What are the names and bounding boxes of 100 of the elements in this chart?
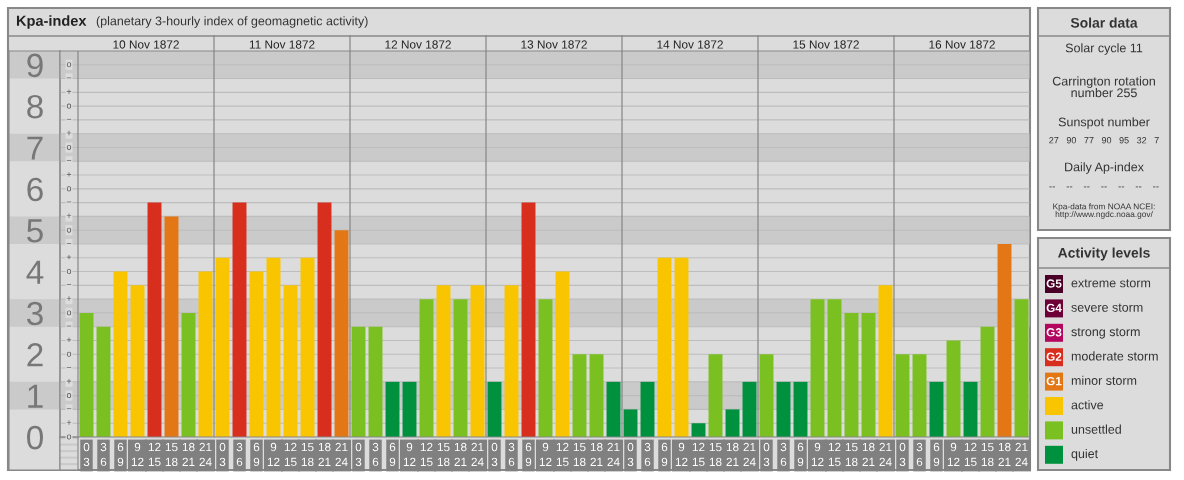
text: Solar cycle 11 xyxy=(1065,43,1143,55)
x-tick-label: 3 6 xyxy=(236,442,243,467)
x-tick-label: 3 6 xyxy=(916,442,923,467)
x-tick-label: 12 15 xyxy=(284,442,297,467)
annotation: + xyxy=(66,378,72,384)
annotation: − xyxy=(66,243,72,244)
text: Daily Ap-index xyxy=(1065,162,1144,174)
x-tick-label: 15 18 xyxy=(709,442,722,467)
text: 13 Nov 1872 xyxy=(521,40,587,49)
x-tick-label: 6 9 xyxy=(117,442,124,467)
annotation: o xyxy=(66,269,72,274)
text: 14 Nov 1872 xyxy=(657,40,723,49)
text: -- -- -- -- -- -- -- xyxy=(1049,186,1159,188)
x-tick-label: 9 12 xyxy=(403,442,416,466)
annotation: − xyxy=(66,201,72,203)
annotation: o xyxy=(66,351,72,357)
x-tick-label: 12 15 xyxy=(828,442,841,467)
x-tick-label: 9 12 xyxy=(131,442,144,466)
x-tick-label: 0 3 xyxy=(83,442,90,467)
legend-label: severe storm xyxy=(1071,303,1143,312)
x-tick-label: 18 21 xyxy=(318,442,331,466)
x-tick-label: 0 3 xyxy=(219,442,226,467)
annotation: − xyxy=(66,118,72,120)
legend-label: moderate storm xyxy=(1071,351,1158,361)
text: Sunspot number xyxy=(1058,117,1150,129)
x-tick-label: 0 3 xyxy=(899,442,906,467)
y-tick-label: 6 xyxy=(27,177,43,202)
y-tick-label: 4 xyxy=(26,260,44,284)
legend-label: extreme storm xyxy=(1071,279,1151,288)
text: Carrington rotation number 255 xyxy=(1052,76,1155,98)
chart-title: Kpa-index xyxy=(16,15,87,29)
x-tick-label: 3 6 xyxy=(780,442,787,467)
x-tick-label: 15 18 xyxy=(165,442,178,467)
text: 15 Nov 1872 xyxy=(793,40,859,49)
annotation: − xyxy=(66,325,72,327)
x-tick-label: 0 3 xyxy=(491,442,498,467)
x-tick-label: 15 18 xyxy=(437,442,450,467)
chart-subtitle: (planetary 3-hourly index of geomagnetic activity) xyxy=(96,16,368,28)
text: Kpa-data from NOAA NCEI: http://www.ngdc.noaa.gov/ xyxy=(1053,203,1155,219)
x-tick-label: 12 15 xyxy=(420,442,433,467)
y-tick-label: 3 xyxy=(27,301,43,326)
x-tick-label: 0 3 xyxy=(355,442,362,467)
x-tick-label: 12 15 xyxy=(556,442,569,467)
y-tick-label: 1 xyxy=(28,384,43,408)
y-tick-label: 0 xyxy=(27,425,43,450)
x-tick-label: 15 18 xyxy=(573,442,586,467)
x-tick-label: 12 15 xyxy=(148,442,161,467)
x-tick-label: 18 21 xyxy=(590,442,603,466)
x-tick-label: 21 24 xyxy=(471,442,484,466)
annotation: o xyxy=(66,144,72,150)
x-tick-label: 21 24 xyxy=(607,442,620,466)
y-tick-label: 8 xyxy=(27,94,43,119)
y-tick-label: 9 xyxy=(27,53,43,78)
x-tick-label: 9 12 xyxy=(811,442,824,466)
annotation: + xyxy=(66,172,72,177)
x-tick-label: 18 21 xyxy=(454,442,467,466)
x-tick-label: 18 21 xyxy=(726,442,739,466)
x-tick-label: 3 6 xyxy=(372,442,379,467)
x-tick-label: 21 24 xyxy=(199,442,212,466)
x-tick-label: 15 18 xyxy=(301,442,314,467)
annotation: − xyxy=(66,367,72,368)
x-tick-label: 6 9 xyxy=(661,442,668,467)
annotation: + xyxy=(66,89,72,94)
text: 16 Nov 1872 xyxy=(929,40,995,49)
y-tick-label: 2 xyxy=(27,343,43,367)
x-tick-label: 12 15 xyxy=(692,442,705,467)
annotation: + xyxy=(66,254,72,260)
x-tick-label: 9 12 xyxy=(675,442,688,466)
annotation: o xyxy=(66,310,72,316)
annotation: o xyxy=(66,103,72,109)
x-tick-label: 6 9 xyxy=(525,442,532,467)
annotation: o xyxy=(66,227,72,233)
y-tick-label: 5 xyxy=(27,219,43,243)
text: G1 xyxy=(1046,376,1062,386)
x-tick-label: 9 12 xyxy=(539,442,552,466)
text: G5 xyxy=(1046,279,1062,288)
text: 27 90 77 90 95 32 7 xyxy=(1049,137,1159,144)
text: 11 Nov 1872 xyxy=(249,40,315,49)
x-tick-label: 21 24 xyxy=(879,442,892,466)
x-tick-label: 6 9 xyxy=(389,442,396,467)
x-tick-label: 0 3 xyxy=(627,442,634,467)
x-tick-label: 3 6 xyxy=(100,442,107,467)
annotation: o xyxy=(66,186,72,192)
x-tick-label: 18 21 xyxy=(998,442,1011,466)
text: Solar data xyxy=(1070,17,1138,28)
x-tick-label: 3 6 xyxy=(508,442,515,467)
annotation: − xyxy=(66,160,72,161)
x-tick-label: 18 21 xyxy=(862,442,875,466)
annotation: − xyxy=(66,408,72,410)
annotation: + xyxy=(66,420,72,425)
x-tick-label: 15 18 xyxy=(845,442,858,467)
x-tick-label: 0 3 xyxy=(763,442,770,467)
annotation: o xyxy=(66,434,72,440)
x-tick-label: 21 24 xyxy=(1015,442,1028,466)
legend-label: minor storm xyxy=(1071,375,1137,385)
legend-label: unsettled xyxy=(1071,424,1121,434)
annotation: − xyxy=(66,77,72,79)
annotation: o xyxy=(66,62,72,68)
legend-label: quiet xyxy=(1071,448,1099,461)
x-tick-label: 21 24 xyxy=(743,442,756,466)
